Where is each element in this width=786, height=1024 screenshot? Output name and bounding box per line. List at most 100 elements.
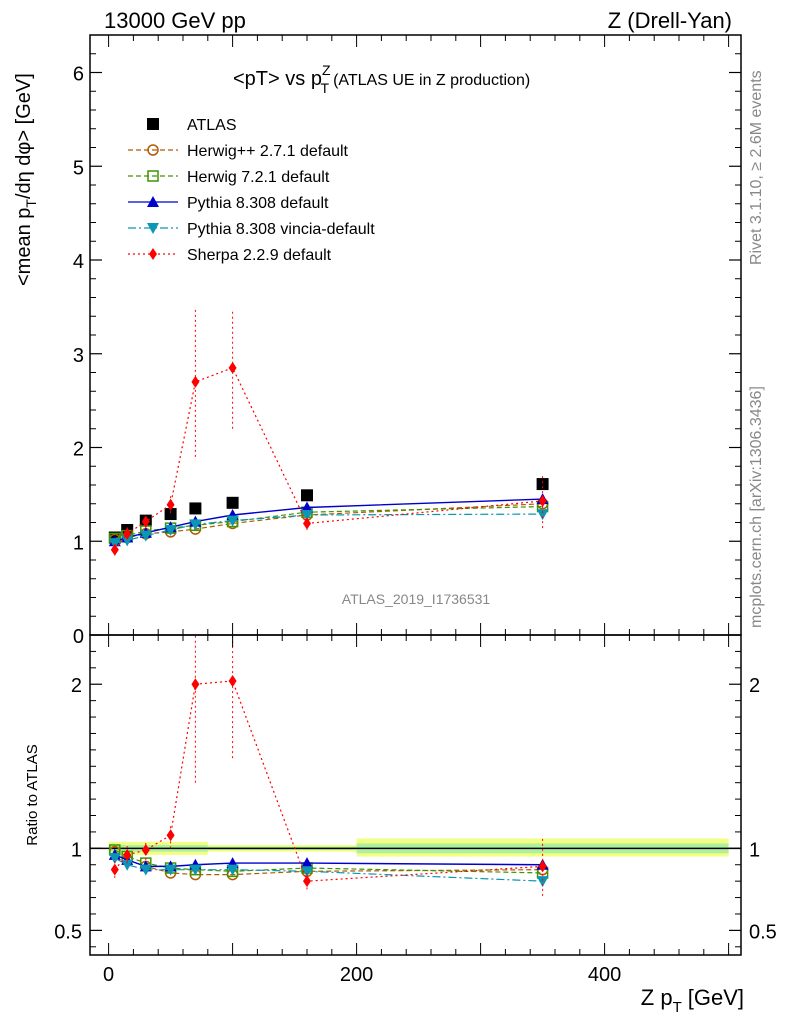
series-line xyxy=(114,367,543,551)
data-point xyxy=(301,510,313,521)
series-5 xyxy=(110,308,547,556)
x-tick-label: 0 xyxy=(103,964,114,986)
ratio-series-4 xyxy=(110,635,547,896)
legend-entry: Herwig++ 2.7.1 default xyxy=(128,143,349,160)
legend-label: Pythia 8.308 vincia-default xyxy=(187,221,375,238)
data-point xyxy=(189,519,202,531)
mcplots-label: mcplots.cern.ch [arXiv:1306.3436] xyxy=(748,386,765,628)
ratio-y-tick-label-right: 1 xyxy=(749,839,760,861)
ratio-line xyxy=(114,854,543,868)
ratio-point xyxy=(139,864,152,876)
ratio-point xyxy=(301,866,313,878)
ratio-y-tick-label-right: 0.5 xyxy=(749,921,777,943)
ratio-point xyxy=(141,843,150,856)
ratio-y-tick-label: 1 xyxy=(71,839,82,861)
series-0 xyxy=(108,478,549,544)
ratio-y-tick-label: 0.5 xyxy=(54,921,82,943)
x-tick-label: 200 xyxy=(340,964,373,986)
ratio-line xyxy=(114,680,543,882)
series-line xyxy=(114,513,543,544)
ratio-y-tick-label: 2 xyxy=(71,675,82,697)
legend-label: Herwig 7.2.1 default xyxy=(187,169,330,186)
y-tick-label: 6 xyxy=(73,64,84,86)
ratio-point xyxy=(226,864,239,876)
y-tick-label: 2 xyxy=(73,439,84,461)
legend-marker xyxy=(147,144,159,156)
data-point xyxy=(121,535,134,547)
y-tick-label: 4 xyxy=(73,251,84,273)
main-ylabel: <mean pT/dη dφ> [GeV] xyxy=(13,73,39,286)
data-point xyxy=(226,515,239,527)
ratio-point xyxy=(538,860,547,873)
ratio-line xyxy=(114,849,543,874)
legend-entry: Herwig 7.2.1 default xyxy=(128,169,330,186)
data-point xyxy=(189,502,202,515)
legend-marker xyxy=(149,248,157,260)
y-tick-label: 5 xyxy=(73,157,84,179)
data-point xyxy=(123,527,132,540)
process-label: Z (Drell-Yan) xyxy=(608,8,732,33)
data-point xyxy=(301,489,313,502)
data-point xyxy=(164,525,177,536)
data-point xyxy=(166,498,175,511)
ratio-point xyxy=(108,853,121,865)
analysis-watermark: ATLAS_2019_I1736531 xyxy=(342,591,491,607)
data-point xyxy=(538,494,547,507)
data-point xyxy=(301,501,313,513)
series-line xyxy=(114,505,543,540)
ratio-point xyxy=(303,875,311,888)
x-tick-label: 400 xyxy=(588,964,621,986)
y-tick-label: 3 xyxy=(73,345,84,367)
ratio-point xyxy=(228,674,237,687)
legend-label: ATLAS xyxy=(187,117,237,134)
data-point xyxy=(139,530,152,542)
ratio-point xyxy=(123,848,132,861)
legend-entry: Pythia 8.308 default xyxy=(128,195,329,212)
legend-label: Pythia 8.308 default xyxy=(187,195,329,212)
data-point xyxy=(228,361,237,374)
legend-entry: Sherpa 2.2.9 default xyxy=(128,247,332,264)
legend: ATLAS Herwig++ 2.7.1 default Herwig 7.2.1 … xyxy=(128,117,375,264)
series-2 xyxy=(109,500,549,545)
y-tick-label: 1 xyxy=(73,532,84,554)
data-point xyxy=(536,509,549,521)
ratio-y-tick-label-right: 2 xyxy=(749,675,760,697)
legend-marker xyxy=(147,223,159,234)
ratio-series-3 xyxy=(108,853,549,888)
legend-marker xyxy=(147,170,159,182)
ratio-line xyxy=(114,857,543,882)
data-point xyxy=(226,496,239,509)
ratio-point xyxy=(164,864,177,876)
legend-entry: ATLAS xyxy=(147,117,237,134)
legend-entry: Pythia 8.308 vincia-default xyxy=(128,221,375,238)
ratio-point xyxy=(189,864,202,876)
data-point xyxy=(191,375,200,388)
series-line xyxy=(114,503,543,540)
legend-label: Herwig++ 2.7.1 default xyxy=(187,143,349,160)
ratio-panel: 0.5 0.5 1 1 2 2 0 200 400 Ratio to ATLAS Z pT [Ge… xyxy=(24,634,777,1016)
series-4 xyxy=(108,509,549,550)
main-title: <pT> vs pZ T (ATLAS UE in Z production) xyxy=(233,62,530,96)
data-point xyxy=(108,538,121,550)
ratio-frame xyxy=(89,634,742,956)
ratio-point xyxy=(301,857,313,869)
legend-label: Sherpa 2.2.9 default xyxy=(187,247,332,264)
series-line xyxy=(114,498,543,542)
x-axis-label: Z pT [GeV] xyxy=(641,985,744,1016)
data-point xyxy=(303,517,311,530)
data-point xyxy=(110,543,119,556)
legend-marker xyxy=(147,118,159,130)
ratio-ylabel: Ratio to ATLAS xyxy=(24,744,41,845)
ratio-point xyxy=(191,678,200,691)
energy-label: 13000 GeV pp xyxy=(104,8,246,33)
legend-marker xyxy=(147,196,159,207)
data-point xyxy=(536,478,549,491)
main-panel: 0 1 2 3 4 5 6 <pT> vs pZ T (ATLAS UE in Z produc… xyxy=(13,34,742,648)
ratio-point xyxy=(166,829,175,842)
data-point xyxy=(164,508,177,521)
ratio-point xyxy=(536,876,549,888)
data-point xyxy=(141,515,150,528)
ratio-point xyxy=(110,863,119,876)
rivet-label: Rivet 3.1.10, ≥ 2.6M events xyxy=(748,70,765,265)
